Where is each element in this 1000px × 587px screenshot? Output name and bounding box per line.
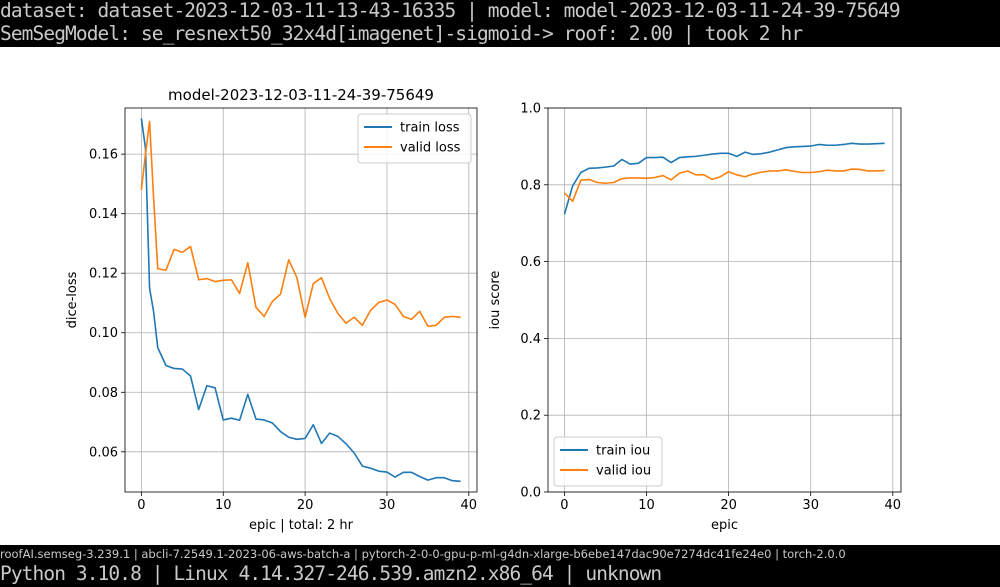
y-tick-label: 0.8 — [520, 178, 541, 193]
footer-bar: roofAI.semseg-3.239.1 | abcli-7.2549.1-2… — [0, 545, 1000, 587]
x-tick-label: 10 — [638, 498, 655, 513]
y-tick-label: 0.6 — [520, 255, 541, 270]
legend-label: train iou — [596, 444, 650, 459]
model-config-info: SemSegModel: se_resnext50_32x4d[imagenet… — [0, 22, 803, 45]
iou-chart: 0 10 20 30 40 0.0 0.2 0.4 0.6 0.8 1.0 epic iou score… — [488, 102, 902, 533]
x-tick-label: 0 — [137, 498, 145, 513]
y-axis-label: iou score — [488, 271, 503, 330]
series-line-train-iou — [563, 142, 885, 215]
legend-label: train loss — [400, 121, 460, 136]
x-tick-label: 0 — [560, 498, 568, 513]
y-tick-label: 0.16 — [89, 148, 118, 163]
loss-chart: 0 10 20 30 40 0.06 0.08 0.10 0.12 0.14 0.16 epic | … — [65, 86, 478, 533]
axes-frame — [124, 107, 478, 493]
system-info: Python 3.10.8 | Linux 4.14.327-246.539.a… — [0, 562, 662, 585]
y-tick-label: 0.06 — [89, 445, 118, 460]
x-tick-label: 10 — [215, 498, 232, 513]
y-tick-label: 1.0 — [520, 102, 541, 117]
legend: train iou valid iou — [553, 436, 663, 487]
y-tick-label: 0.08 — [89, 386, 118, 401]
x-tick-label: 40 — [461, 498, 478, 513]
x-axis-label: epic — [711, 518, 738, 533]
x-axis-label: epic | total: 2 hr — [249, 518, 354, 533]
chart-title: model-2023-12-03-11-24-39-75649 — [168, 86, 434, 104]
y-tick-label: 0.14 — [89, 207, 118, 222]
y-tick-label: 0.12 — [89, 267, 118, 282]
figure: 0 10 20 30 40 0.06 0.08 0.10 0.12 0.14 0.16 epic | … — [65, 86, 902, 533]
x-tick-label: 30 — [379, 498, 396, 513]
x-tick-label: 40 — [885, 498, 902, 513]
package-versions: roofAI.semseg-3.239.1 | abcli-7.2549.1-2… — [0, 547, 846, 561]
legend-label: valid loss — [400, 141, 461, 156]
y-tick-label: 0.4 — [520, 332, 541, 347]
legend: train loss valid loss — [357, 113, 472, 164]
series-line-valid-iou — [563, 168, 885, 203]
dataset-model-info: dataset: dataset-2023-12-03-11-13-43-163… — [0, 0, 901, 22]
x-tick-label: 20 — [297, 498, 314, 513]
y-tick-label: 0.10 — [89, 326, 118, 341]
y-tick-label: 0.2 — [520, 409, 541, 424]
x-tick-label: 20 — [720, 498, 737, 513]
axes-frame — [547, 107, 902, 493]
y-axis-label: dice-loss — [65, 271, 80, 328]
x-tick-label: 30 — [802, 498, 819, 513]
series-line-valid-loss — [140, 120, 461, 328]
y-tick-label: 0.0 — [520, 486, 541, 501]
series-line-train-loss — [140, 118, 461, 483]
legend-label: valid iou — [596, 464, 651, 479]
header-bar: dataset: dataset-2023-12-03-11-13-43-163… — [0, 0, 1000, 47]
